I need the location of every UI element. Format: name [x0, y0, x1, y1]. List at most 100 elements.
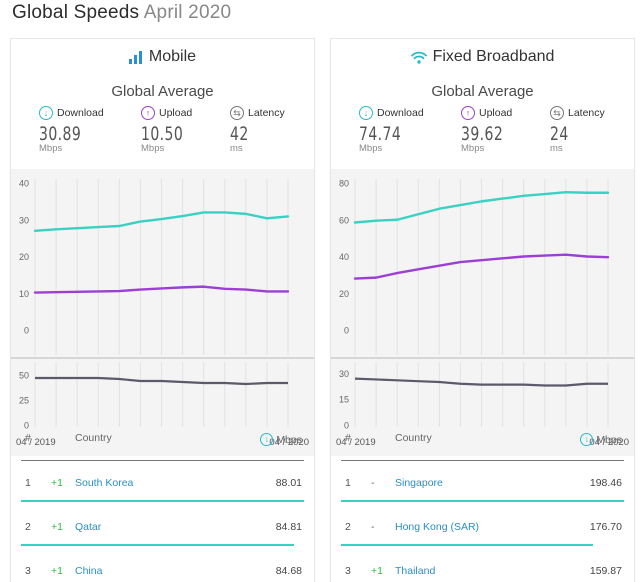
- col-speed[interactable]: ↓ Mbps: [260, 433, 302, 446]
- rank-number: 3: [25, 565, 31, 577]
- table-header: # Country ↓ Mbps: [11, 425, 314, 461]
- col-speed-label: Mbps: [276, 433, 302, 446]
- rank-number: 1: [345, 477, 351, 489]
- rank-change: +1: [51, 565, 63, 577]
- y-tick-label: 80: [339, 179, 349, 189]
- header-divider: [21, 460, 304, 461]
- x-end-date: 04 / 2020: [589, 437, 629, 448]
- y-tick-label: 25: [19, 396, 29, 406]
- panel-name: Mobile: [148, 48, 197, 65]
- x-start-date: 04 / 2019: [16, 437, 56, 448]
- country-link[interactable]: South Korea: [75, 477, 134, 489]
- arrow-up-circle-icon: ↑: [461, 106, 475, 120]
- speed-bar: [21, 500, 304, 502]
- trend-charts: 40 30 20 10 0 50 25 0 04 / 2019 04 / 2020: [11, 179, 314, 448]
- latency-label: Latency: [248, 107, 285, 119]
- metrics-row: ↓ Download 30.89 Mbps ↑ Upload 10.50 Mbps …: [11, 105, 314, 159]
- country-link[interactable]: Thailand: [395, 565, 436, 577]
- y-tick-label: 15: [339, 395, 349, 405]
- upload-label: Upload: [159, 107, 193, 119]
- global-average-title: Global Average: [431, 83, 534, 100]
- download-label: Download: [377, 107, 424, 119]
- download-unit: Mbps: [39, 143, 63, 154]
- header-divider: [341, 460, 624, 461]
- speed-bar: [341, 500, 624, 502]
- rank-number: 2: [345, 521, 351, 533]
- page-title: Global Speeds April 2020: [12, 2, 231, 24]
- col-speed-label: Mbps: [596, 433, 622, 446]
- latency-unit: ms: [550, 143, 563, 154]
- country-link[interactable]: Qatar: [75, 521, 102, 533]
- upload-series-line: [353, 253, 610, 280]
- download-metric[interactable]: ↓ Download 30.89 Mbps: [39, 105, 129, 154]
- trend-charts: 80 60 40 20 0 30 15 0 04 / 2019 04 / 2020: [331, 179, 634, 448]
- rank-number: 2: [25, 521, 31, 533]
- signal-bars-icon: [128, 50, 143, 64]
- latency-value: 42: [230, 123, 249, 145]
- download-label: Download: [57, 107, 104, 119]
- upload-metric[interactable]: ↑ Upload 10.50 Mbps: [141, 105, 231, 154]
- country-link[interactable]: Hong Kong (SAR): [395, 521, 480, 533]
- table-row[interactable]: 2 - Hong Kong (SAR) 176.70: [331, 505, 634, 549]
- x-start-date: 04 / 2019: [336, 437, 376, 448]
- upload-series-line: [33, 285, 290, 294]
- latency-unit: ms: [230, 143, 243, 154]
- speed-value: 159.87: [589, 565, 622, 577]
- y-tick-label: 0: [344, 421, 349, 431]
- speed-value: 84.81: [275, 521, 302, 533]
- latency-label: Latency: [568, 107, 605, 119]
- y-tick-label: 30: [19, 215, 29, 225]
- upload-value: 39.62: [461, 123, 504, 145]
- arrow-down-circle-icon: ↓: [580, 433, 594, 446]
- country-link[interactable]: China: [75, 565, 103, 577]
- col-rank: #: [25, 432, 31, 444]
- upload-metric[interactable]: ↑ Upload 39.62 Mbps: [461, 105, 551, 154]
- rank-change: +1: [51, 521, 63, 533]
- table-row[interactable]: 2 +1 Qatar 84.81: [11, 505, 314, 549]
- country-link[interactable]: Singapore: [395, 477, 443, 489]
- col-country[interactable]: Country: [395, 432, 432, 444]
- latency-metric[interactable]: ⇆ Latency 42 ms: [230, 105, 314, 154]
- global-average-title: Global Average: [111, 83, 214, 100]
- wifi-icon: [410, 51, 427, 64]
- swap-arrows-circle-icon: ⇆: [230, 106, 244, 120]
- rank-change: -: [371, 477, 375, 489]
- speed-value: 198.46: [589, 477, 622, 489]
- rank-number: 3: [345, 565, 351, 577]
- upload-label: Upload: [479, 107, 513, 119]
- rank-change: +1: [51, 477, 63, 489]
- upload-unit: Mbps: [461, 143, 485, 154]
- panel-header[interactable]: Fixed Broadband: [331, 39, 634, 75]
- table-row[interactable]: 3 +1 Thailand 159.87: [331, 549, 634, 582]
- y-tick-label: 40: [339, 252, 349, 262]
- latency-series-line: [35, 376, 288, 386]
- latency-value: 24: [550, 123, 569, 145]
- rank-change: +1: [371, 565, 383, 577]
- table-row[interactable]: 3 +1 China 84.68: [11, 549, 314, 582]
- page-title-main: Global Speeds: [12, 2, 140, 23]
- rank-change: -: [371, 521, 375, 533]
- mobile-panel: Mobile Global Average ↓ Download 30.89 Mb…: [11, 39, 314, 582]
- col-country[interactable]: Country: [75, 432, 112, 444]
- download-unit: Mbps: [359, 143, 383, 154]
- speed-bar: [21, 544, 294, 546]
- col-speed[interactable]: ↓ Mbps: [580, 433, 622, 446]
- upload-unit: Mbps: [141, 143, 165, 154]
- y-tick-label: 0: [24, 326, 29, 336]
- arrow-down-circle-icon: ↓: [260, 433, 274, 446]
- y-tick-label: 10: [19, 289, 29, 299]
- latency-metric[interactable]: ⇆ Latency 24 ms: [550, 105, 634, 154]
- trend-chart-area: 40 30 20 10 0 50 25 0 04 / 2019 04 / 2020: [11, 169, 314, 456]
- y-tick-label: 20: [19, 252, 29, 262]
- download-value: 30.89: [39, 123, 82, 145]
- table-row[interactable]: 1 +1 South Korea 88.01: [11, 461, 314, 505]
- upload-value: 10.50: [141, 123, 184, 145]
- table-row[interactable]: 1 - Singapore 198.46: [331, 461, 634, 505]
- metrics-row: ↓ Download 74.74 Mbps ↑ Upload 39.62 Mbps …: [331, 105, 634, 159]
- latency-series-line: [354, 377, 608, 387]
- download-metric[interactable]: ↓ Download 74.74 Mbps: [359, 105, 449, 154]
- y-tick-label: 30: [339, 369, 349, 379]
- table-header: # Country ↓ Mbps: [331, 425, 634, 461]
- speed-value: 88.01: [275, 477, 302, 489]
- panel-header[interactable]: Mobile: [11, 39, 314, 75]
